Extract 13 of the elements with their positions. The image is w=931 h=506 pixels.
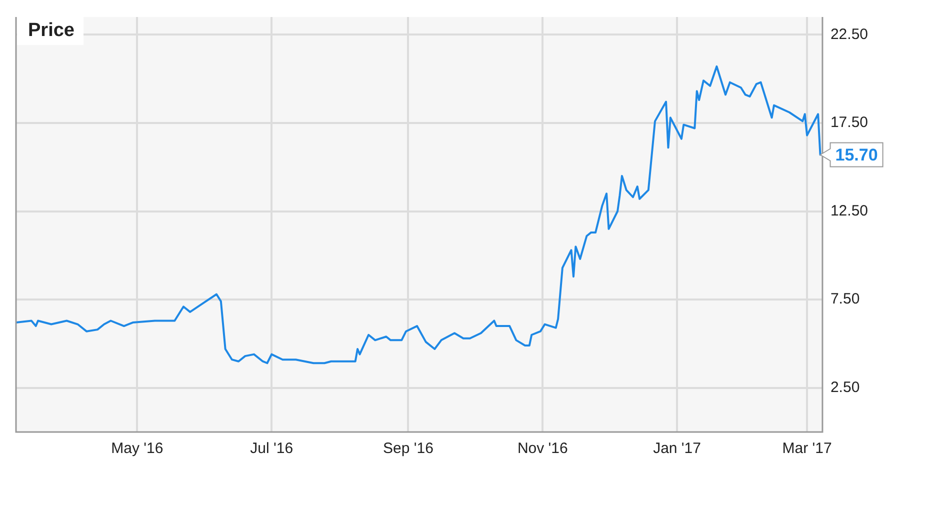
chart-title: Price: [28, 20, 74, 42]
y-tick-label: 7.50: [830, 290, 860, 308]
y-tick-label: 12.50: [830, 202, 868, 220]
x-tick-label: Sep '16: [383, 440, 434, 458]
y-tick-label: 22.50: [830, 26, 868, 43]
y-tick-label: 2.50: [830, 378, 860, 396]
x-tick-label: May '16: [111, 440, 164, 458]
x-tick-label: Nov '16: [517, 440, 568, 458]
y-tick-label: 17.50: [830, 114, 868, 132]
x-tick-label: Jan '17: [653, 440, 701, 458]
data-label: 15.70: [835, 145, 878, 164]
x-tick-label: Jul '16: [250, 440, 294, 458]
x-tick-label: Mar '17: [782, 440, 832, 458]
